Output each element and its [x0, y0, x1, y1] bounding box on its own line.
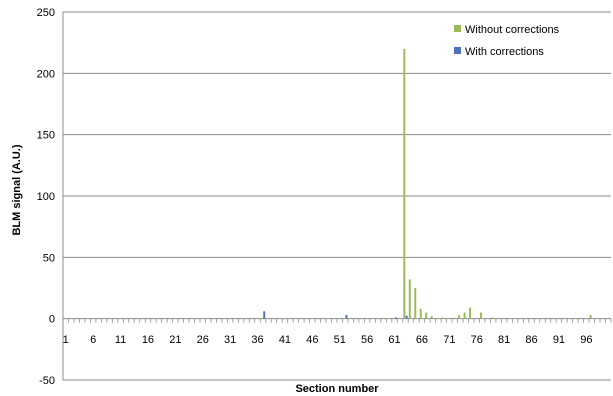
- y-axis-label: BLM signal (A.U.): [11, 144, 23, 235]
- y-tick-label: 50: [43, 252, 55, 264]
- bar-with-corrections: [405, 315, 408, 319]
- x-tick-label: 66: [416, 334, 428, 346]
- x-tick-label: 46: [306, 334, 318, 346]
- y-tick-labels: -50 0 50 100 150 200 250: [37, 7, 55, 387]
- legend-label-without-corrections: Without corrections: [465, 24, 560, 36]
- legend-swatch-with-corrections: [454, 47, 461, 54]
- x-tick-label: 71: [443, 334, 455, 346]
- x-tick-label: 31: [224, 334, 236, 346]
- bar-without-corrections: [343, 317, 346, 319]
- bar-without-corrections: [414, 288, 417, 319]
- legend-label-with-corrections: With corrections: [465, 46, 544, 58]
- x-tick-label: 56: [361, 334, 373, 346]
- bar-with-corrections: [263, 311, 266, 319]
- bar-without-corrections: [441, 317, 444, 319]
- y-tick-label: 150: [37, 130, 55, 142]
- axes: [62, 12, 612, 380]
- x-tick-label: 36: [251, 334, 263, 346]
- bar-without-corrections: [463, 312, 466, 319]
- bar-without-corrections: [419, 308, 422, 319]
- bar-without-corrections: [540, 317, 543, 319]
- bar-without-corrections: [469, 307, 472, 319]
- bar-with-corrections: [345, 314, 348, 319]
- bar-without-corrections: [408, 279, 411, 319]
- x-tick-label: 41: [279, 334, 291, 346]
- y-tick-label: 250: [37, 7, 55, 19]
- bar-without-corrections: [430, 316, 433, 319]
- bar-without-corrections: [480, 312, 483, 319]
- y-tick-label: -50: [39, 375, 55, 387]
- x-tick-label: 11: [115, 334, 126, 346]
- bar-without-corrections: [260, 318, 263, 320]
- bar-without-corrections: [359, 318, 362, 320]
- legend: Without corrections With corrections: [454, 24, 560, 58]
- x-tick-label: 81: [498, 334, 510, 346]
- bars: [195, 48, 592, 320]
- y-tick-label: 200: [37, 68, 55, 80]
- bar-without-corrections: [458, 314, 461, 319]
- x-tick-label: 91: [553, 334, 565, 346]
- legend-swatch-without-corrections: [454, 25, 461, 32]
- bar-without-corrections: [512, 318, 515, 320]
- x-tick-label: 21: [169, 334, 181, 346]
- bar-without-corrections: [282, 318, 285, 320]
- y-tick-label: 0: [49, 314, 55, 326]
- x-tick-label: 76: [471, 334, 483, 346]
- bar-without-corrections: [491, 317, 493, 319]
- bar-without-corrections: [567, 318, 570, 320]
- bar-without-corrections: [403, 48, 406, 319]
- bar-without-corrections: [195, 318, 198, 320]
- bar-with-corrections: [394, 317, 397, 319]
- x-tick-label: 96: [580, 334, 592, 346]
- x-tick-label: 86: [525, 334, 537, 346]
- x-tick-label: 51: [334, 334, 346, 346]
- bar-without-corrections: [386, 317, 389, 319]
- bar-without-corrections: [425, 312, 428, 319]
- bar-without-corrections: [452, 317, 455, 319]
- x-axis-label: Section number: [295, 383, 379, 395]
- x-tick-labels: 1 6 11 16 21 26 31 36 41 46 51 56 61 66 71 76 81 86 91 96: [63, 334, 593, 346]
- bar-without-corrections: [326, 318, 329, 320]
- x-tick-label: 6: [90, 334, 96, 346]
- x-tick-label: 26: [197, 334, 209, 346]
- grid-lines: [63, 11, 611, 381]
- x-tick-label: 16: [142, 334, 154, 346]
- x-tick-label: 61: [388, 334, 400, 346]
- x-tick-label: 1: [63, 334, 69, 346]
- y-tick-label: 100: [37, 191, 55, 203]
- bar-without-corrections: [589, 314, 592, 319]
